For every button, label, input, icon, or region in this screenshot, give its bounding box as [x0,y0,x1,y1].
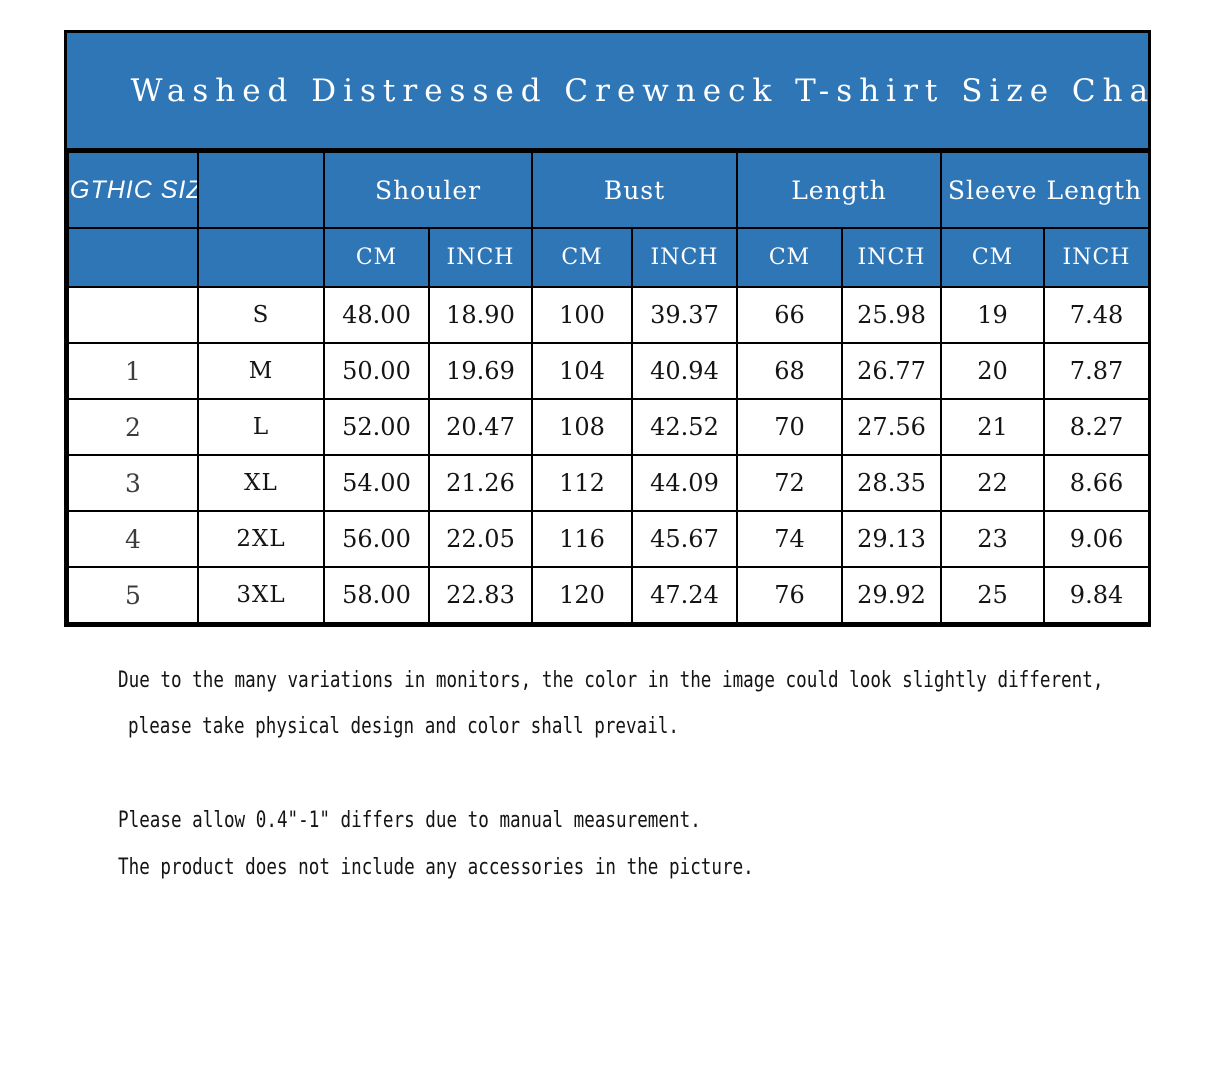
size-table: GTHIC SIZE Shouler Bust Length Sleeve Le… [67,151,1151,624]
header-units-row: CM INCH CM INCH CM INCH CM INCH [67,227,1151,288]
table-row-2xl: 4 2XL 56.00 22.05 116 45.67 74 29.13 23 … [67,510,1151,568]
title-band: Washed Distressed Crewneck T-shirt Size … [67,33,1189,151]
unit-header-inch: INCH [630,227,739,288]
note-monitor-color-line1: Due to the many variations in monitors, … [118,668,1104,693]
value-cell: 120 [531,566,633,624]
value-cell: 25 [940,566,1046,624]
page-title: Washed Distressed Crewneck T-shirt Size … [130,72,1197,109]
value-cell: 116 [531,510,633,568]
value-cell: 100 [531,286,633,344]
table-row-3xl: 5 3XL 58.00 22.83 120 47.24 76 29.92 25 … [67,566,1151,624]
value-cell: 39.37 [630,286,739,344]
value-cell: 19.69 [428,342,533,400]
size-label-cell: XL [197,454,325,512]
unit-header-cm: CM [323,227,430,288]
header-group-row: GTHIC SIZE Shouler Bust Length Sleeve Le… [67,151,1151,229]
value-cell: 48.00 [323,286,430,344]
value-cell: 26.77 [841,342,943,400]
value-cell: 58.00 [323,566,430,624]
value-cell: 52.00 [323,398,430,456]
value-cell: 25.98 [841,286,943,344]
value-cell: 44.09 [630,454,739,512]
value-cell: 9.84 [1043,566,1151,624]
value-cell: 22.05 [428,510,533,568]
value-cell: 9.06 [1043,510,1151,568]
table-row-l: 2 L 52.00 20.47 108 42.52 70 27.56 21 8.… [67,398,1151,456]
size-chart: Washed Distressed Crewneck T-shirt Size … [64,30,1189,627]
value-cell: 22.83 [428,566,533,624]
row-index-cell: 2 [67,398,199,456]
unit-header-cm: CM [531,227,633,288]
row-index-cell: 3 [67,454,199,512]
value-cell: 42.52 [630,398,739,456]
column-group-shoulder: Shouler [323,151,533,229]
value-cell: 8.27 [1043,398,1151,456]
value-cell: 112 [531,454,633,512]
value-cell: 68 [736,342,844,400]
column-group-length: Length [736,151,943,229]
value-cell: 45.67 [630,510,739,568]
value-cell: 47.24 [630,566,739,624]
value-cell: 7.48 [1043,286,1151,344]
size-label-cell: 3XL [197,566,325,624]
value-cell: 72 [736,454,844,512]
value-cell: 28.35 [841,454,943,512]
column-group-sleeve-length: Sleeve Length [940,151,1151,229]
row-index-cell [67,286,199,344]
blank-header-cell [197,151,325,229]
value-cell: 18.90 [428,286,533,344]
unit-header-inch: INCH [841,227,943,288]
value-cell: 56.00 [323,510,430,568]
blank-unit-cell [197,227,325,288]
value-cell: 70 [736,398,844,456]
value-cell: 50.00 [323,342,430,400]
note-monitor-color-line2: please take physical design and color sh… [128,714,679,739]
unit-header-cm: CM [940,227,1046,288]
value-cell: 8.66 [1043,454,1151,512]
value-cell: 21.26 [428,454,533,512]
value-cell: 20 [940,342,1046,400]
value-cell: 29.13 [841,510,943,568]
size-label-cell: S [197,286,325,344]
value-cell: 19 [940,286,1046,344]
row-index-cell: 4 [67,510,199,568]
value-cell: 76 [736,566,844,624]
size-label-cell: 2XL [197,510,325,568]
row-index-cell: 5 [67,566,199,624]
value-cell: 22 [940,454,1046,512]
value-cell: 108 [531,398,633,456]
unit-header-inch: INCH [428,227,533,288]
table-row-xl: 3 XL 54.00 21.26 112 44.09 72 28.35 22 8… [67,454,1151,512]
note-manual-measurement: Please allow 0.4"-1" differs due to manu… [118,808,701,833]
column-group-bust: Bust [530,151,739,229]
value-cell: 40.94 [630,342,739,400]
value-cell: 27.56 [841,398,943,456]
value-cell: 7.87 [1043,342,1151,400]
value-cell: 104 [531,342,633,400]
value-cell: 29.92 [841,566,943,624]
value-cell: 20.47 [428,398,533,456]
value-cell: 66 [736,286,844,344]
value-cell: 21 [940,398,1046,456]
corner-label: GTHIC SIZE [67,151,199,229]
table-row-m: 1 M 50.00 19.69 104 40.94 68 26.77 20 7.… [67,342,1151,400]
value-cell: 54.00 [323,454,430,512]
size-label-cell: M [197,342,325,400]
row-index-cell: 1 [67,342,199,400]
size-label-cell: L [197,398,325,456]
value-cell: 74 [736,510,844,568]
table-row-s: S 48.00 18.90 100 39.37 66 25.98 19 7.48 [67,286,1151,344]
unit-header-cm: CM [736,227,844,288]
value-cell: 23 [940,510,1046,568]
unit-header-inch: INCH [1043,227,1151,288]
blank-unit-cell [67,227,199,288]
note-accessories: The product does not include any accesso… [118,855,754,880]
